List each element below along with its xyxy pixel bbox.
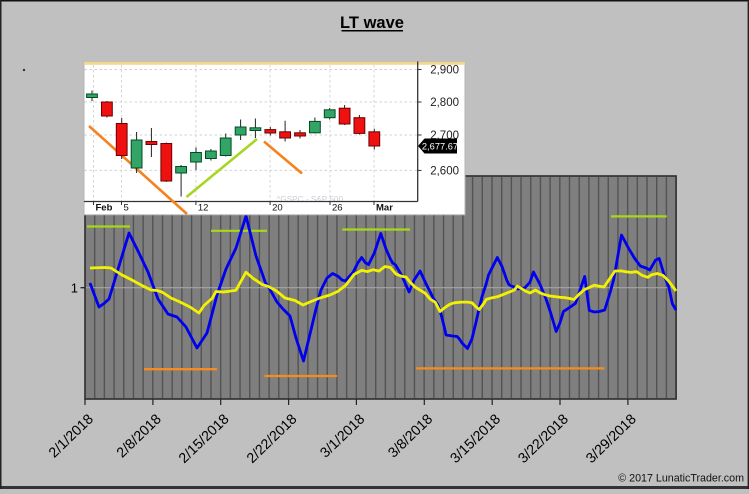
svg-text:^GSPC - S&P 500: ^GSPC - S&P 500 xyxy=(277,195,344,204)
svg-text:2,800: 2,800 xyxy=(430,97,459,109)
svg-text:2,677.67: 2,677.67 xyxy=(422,142,458,152)
svg-text:LT wave: LT wave xyxy=(340,14,404,32)
svg-text:1: 1 xyxy=(71,281,78,296)
svg-text:12: 12 xyxy=(198,203,209,214)
svg-text:2,900: 2,900 xyxy=(430,65,459,77)
svg-text:5: 5 xyxy=(124,203,129,214)
svg-text:Feb: Feb xyxy=(96,203,113,214)
svg-text:20: 20 xyxy=(272,203,283,214)
svg-text:26: 26 xyxy=(332,203,343,214)
svg-text:2,600: 2,600 xyxy=(430,165,459,177)
svg-text:© 2017 LunaticTrader.com: © 2017 LunaticTrader.com xyxy=(618,473,744,485)
svg-text:Mar: Mar xyxy=(376,203,393,214)
